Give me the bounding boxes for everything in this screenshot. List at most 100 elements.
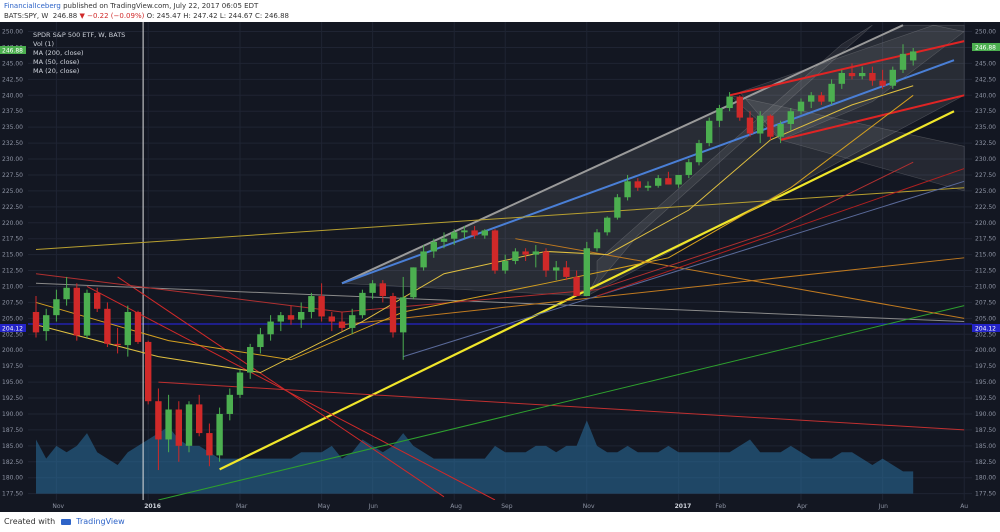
candle-body <box>155 401 162 440</box>
author-name[interactable]: FinancialIceberg <box>4 2 61 10</box>
y-tick-label-left: 205.00 <box>2 315 23 322</box>
right-badge-last-text: 246.88 <box>975 45 996 52</box>
candle-body <box>277 315 284 322</box>
legend-item-ma50[interactable]: MA (50, close) <box>33 58 79 66</box>
y-tick-label-left: 200.00 <box>2 347 23 354</box>
candle-body <box>828 83 835 102</box>
header-quote-line: BATS:SPY, W 246.88 ▼ −0.22 (−0.09%) O: 2… <box>4 12 289 20</box>
y-tick-label-left: 207.50 <box>2 299 23 306</box>
legend: SPDR S&P 500 ETF, W, BATS Vol (1) MA (20… <box>33 31 125 75</box>
x-tick-label: Jun <box>878 503 889 510</box>
y-tick-label-left: 195.00 <box>2 379 23 386</box>
candle-body <box>695 143 703 163</box>
y-tick-label-left: 182.50 <box>2 459 23 466</box>
candle-body <box>73 287 80 336</box>
volume-area-fill <box>36 420 914 494</box>
y-tick-label-right: 227.50 <box>975 172 996 179</box>
y-axis-right[interactable]: 177.50 180.00 182.50 185.00 187.50 190.00 192.… <box>975 29 996 498</box>
left-badge-level-text: 204.12 <box>2 326 23 333</box>
y-tick-label-right: 225.00 <box>975 188 996 195</box>
candle-body <box>206 433 213 456</box>
candle-body <box>797 101 805 112</box>
trend-line-red-fan-2 <box>86 286 496 500</box>
candle-body <box>491 230 499 271</box>
x-tick-label: Apr <box>797 503 808 510</box>
y-tick-label-right: 210.00 <box>975 283 996 290</box>
candle-body <box>451 232 458 239</box>
y-tick-label-left: 187.50 <box>2 427 23 434</box>
footer-brand[interactable]: TradingView <box>76 517 125 526</box>
y-tick-label-right: 197.50 <box>975 363 996 370</box>
candle-body <box>53 299 60 316</box>
candle-body <box>767 115 774 137</box>
candle-body <box>675 174 682 185</box>
x-axis[interactable]: Nov 2016 Mar May Jun Aug Sep Nov 2017 Feb Apr Jun Au <box>52 503 968 510</box>
trend-line-red-fan-1 <box>117 276 445 498</box>
candle-body <box>236 372 244 395</box>
candle-body <box>655 178 662 186</box>
y-tick-label-right: 212.50 <box>975 268 996 275</box>
trend-line-red-long <box>158 381 965 431</box>
candle-body <box>644 185 652 188</box>
candle-body <box>757 115 764 134</box>
price-chart[interactable]: 177.50 180.00 182.50 185.00 187.50 190.00 192.… <box>0 22 1000 512</box>
moving-average-1 <box>35 94 914 361</box>
candle-body <box>196 404 203 434</box>
x-tick-label: Nov <box>52 503 64 510</box>
y-tick-label-left: 215.00 <box>2 252 23 259</box>
y-tick-label-right: 185.00 <box>975 443 996 450</box>
legend-item-ma20[interactable]: MA (20, close) <box>33 67 79 75</box>
header-publish-line: FinancialIceberg published on TradingVie… <box>4 2 258 10</box>
candle-body <box>573 276 580 297</box>
candle-body <box>175 409 182 446</box>
candle-body <box>430 241 437 252</box>
y-tick-label-left: 190.00 <box>2 411 23 418</box>
y-tick-label-right: 240.00 <box>975 92 996 99</box>
candle-body <box>32 311 40 333</box>
candle-body <box>471 230 478 236</box>
candle-body <box>869 72 876 81</box>
legend-item-volume[interactable]: Vol (1) <box>33 40 54 48</box>
y-tick-label-right: 195.00 <box>975 379 996 386</box>
y-tick-label-right: 220.00 <box>975 220 996 227</box>
candle-body <box>716 108 723 121</box>
left-badge-last <box>0 46 26 54</box>
right-price-badges: 246.88 204.12 <box>972 43 1000 333</box>
right-badge-level-text: 204.12 <box>975 326 996 333</box>
y-tick-label-left: 235.00 <box>2 124 23 131</box>
candle-body <box>624 181 631 198</box>
candle-body <box>134 311 142 342</box>
candle-body <box>369 283 376 293</box>
candle-body <box>889 69 896 86</box>
y-tick-label-left: 185.00 <box>2 443 23 450</box>
y-tick-label-left: 212.50 <box>2 268 23 275</box>
candle-body <box>43 315 50 332</box>
candle-body <box>746 117 754 134</box>
x-tick-label: May <box>318 503 331 510</box>
x-tick-label: Aug <box>450 503 462 510</box>
trend-line-slate-fan <box>403 180 965 358</box>
candle-body <box>420 251 427 268</box>
candle-body <box>318 296 325 317</box>
y-tick-label-left: 180.00 <box>2 475 23 482</box>
candle-body <box>818 95 825 102</box>
y-tick-label-left: 177.50 <box>2 491 23 498</box>
candle-body <box>665 178 672 185</box>
candle-body <box>349 315 356 328</box>
x-tick-label: Sep <box>501 503 513 510</box>
y-axis-left[interactable]: 177.50 180.00 182.50 185.00 187.50 190.00 192.… <box>2 29 23 498</box>
y-tick-label-right: 232.50 <box>975 140 996 147</box>
candle-body <box>879 80 886 86</box>
left-badge-level <box>0 324 26 332</box>
legend-item-ma200[interactable]: MA (200, close) <box>33 49 83 57</box>
y-tick-label-left: 210.00 <box>2 283 23 290</box>
trend-line-olive-long <box>35 187 965 251</box>
footer: Created with TradingView <box>0 512 1000 532</box>
candle-body <box>308 296 315 312</box>
price-change: −0.22 (−0.09%) <box>87 12 145 20</box>
candle-body <box>848 72 856 77</box>
candle-body <box>726 96 733 109</box>
x-tick-label: 2017 <box>675 503 692 510</box>
candle-body <box>634 181 641 188</box>
